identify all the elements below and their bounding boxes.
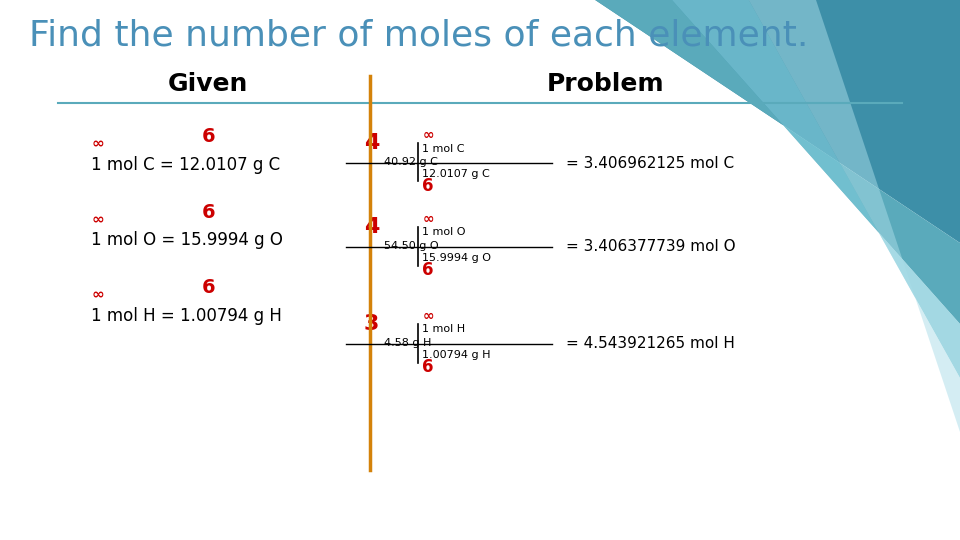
- Polygon shape: [595, 0, 960, 324]
- Text: ∞: ∞: [422, 128, 434, 142]
- Text: = 3.406377739 mol O: = 3.406377739 mol O: [566, 239, 736, 254]
- Text: 6: 6: [422, 358, 434, 376]
- Text: 54.50 g O: 54.50 g O: [384, 241, 439, 251]
- Text: 4.58 g H: 4.58 g H: [384, 338, 431, 348]
- Text: 1 mol C: 1 mol C: [422, 144, 465, 153]
- Polygon shape: [595, 0, 960, 243]
- Text: Find the number of moles of each element.: Find the number of moles of each element…: [29, 18, 808, 52]
- Text: ∞: ∞: [422, 309, 434, 323]
- Text: = 4.543921265 mol H: = 4.543921265 mol H: [566, 336, 735, 352]
- Text: ∞: ∞: [422, 212, 434, 226]
- Text: 6: 6: [422, 261, 434, 279]
- Text: 1 mol O = 15.9994 g O: 1 mol O = 15.9994 g O: [91, 231, 283, 249]
- Text: 6: 6: [202, 278, 215, 298]
- Text: 15.9994 g O: 15.9994 g O: [422, 253, 492, 262]
- Text: ∞: ∞: [91, 211, 104, 226]
- Text: 1 mol C = 12.0107 g C: 1 mol C = 12.0107 g C: [91, 156, 280, 174]
- Text: Given: Given: [168, 72, 249, 96]
- Text: = 3.406962125 mol C: = 3.406962125 mol C: [566, 156, 734, 171]
- Text: 6: 6: [202, 202, 215, 222]
- Text: 40.92 g C: 40.92 g C: [384, 157, 438, 167]
- Text: 6: 6: [422, 177, 434, 195]
- Text: 3: 3: [364, 314, 379, 334]
- Text: 12.0107 g C: 12.0107 g C: [422, 169, 491, 179]
- Polygon shape: [672, 0, 960, 378]
- Text: ∞: ∞: [91, 287, 104, 302]
- Text: 4: 4: [364, 217, 379, 237]
- Text: 1 mol H: 1 mol H: [422, 325, 466, 334]
- Text: 1 mol H = 1.00794 g H: 1 mol H = 1.00794 g H: [91, 307, 282, 325]
- Text: 1 mol O: 1 mol O: [422, 227, 466, 237]
- Text: 4: 4: [364, 133, 379, 153]
- Text: ∞: ∞: [91, 136, 104, 151]
- Text: 6: 6: [202, 127, 215, 146]
- Text: Problem: Problem: [547, 72, 665, 96]
- Text: 1.00794 g H: 1.00794 g H: [422, 350, 491, 360]
- Polygon shape: [749, 0, 960, 432]
